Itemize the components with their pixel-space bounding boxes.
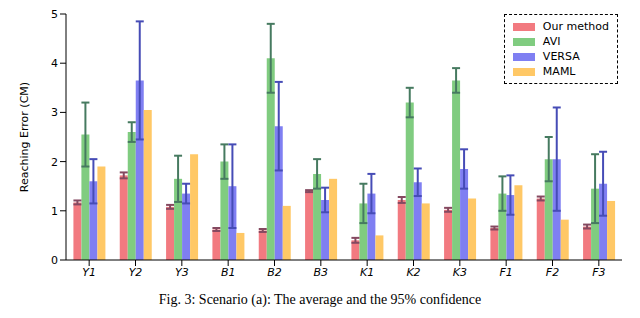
svg-text:Y3: Y3 [175,266,189,279]
svg-text:4: 4 [51,57,58,70]
svg-text:F2: F2 [546,266,559,279]
html-text:Fig. 3: Scenario (a): The aver: Fig. 3: Scenario (a): The average and th… [158,292,482,307]
html-text:VERSA: VERSA [542,50,580,63]
svg-text:1: 1 [51,205,58,218]
html-text:AVI: AVI [542,35,561,48]
svg-text:Y1: Y1 [82,266,96,279]
svg-text:2: 2 [51,156,58,169]
svg-text:Y2: Y2 [129,266,143,279]
svg-text:0: 0 [51,254,58,267]
svg-text:3: 3 [51,106,58,119]
svg-text:B1: B1 [221,266,236,279]
svg-text:B3: B3 [314,266,329,279]
html-text:MAML: MAML [542,65,576,78]
svg-text:K3: K3 [453,266,467,279]
html-text:Our method: Our method [542,20,609,33]
svg-text:K1: K1 [360,266,374,279]
svg-text:5: 5 [51,8,58,21]
svg-text:K2: K2 [406,266,420,279]
svg-text:B2: B2 [267,266,282,279]
svg-text:F3: F3 [592,266,605,279]
svg-text:Reaching Error (CM): Reaching Error (CM) [18,82,31,192]
svg-text:F1: F1 [500,266,513,279]
